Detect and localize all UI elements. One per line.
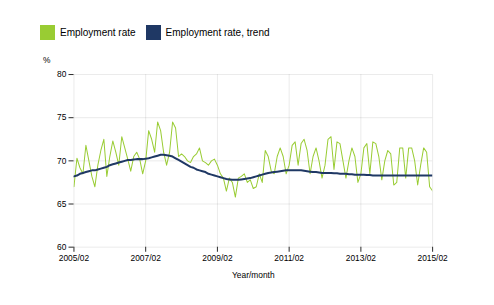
svg-text:2009/02: 2009/02	[202, 253, 233, 263]
svg-text:70: 70	[57, 156, 67, 166]
html-text:Employment rate, trend: Employment rate, trend	[165, 27, 270, 38]
svg-text:75: 75	[57, 112, 67, 122]
svg-text:%: %	[43, 55, 51, 65]
svg-text:2005/02: 2005/02	[59, 253, 90, 263]
html-text:Employment rate: Employment rate	[60, 27, 136, 38]
svg-text:2015/02: 2015/02	[417, 253, 448, 263]
svg-text:2007/02: 2007/02	[131, 253, 162, 263]
svg-text:80: 80	[57, 69, 67, 79]
svg-text:2013/02: 2013/02	[346, 253, 377, 263]
svg-text:2011/02: 2011/02	[274, 253, 304, 263]
svg-text:65: 65	[57, 199, 67, 209]
svg-text:60: 60	[57, 242, 67, 252]
svg-text:Year/month: Year/month	[232, 270, 275, 280]
